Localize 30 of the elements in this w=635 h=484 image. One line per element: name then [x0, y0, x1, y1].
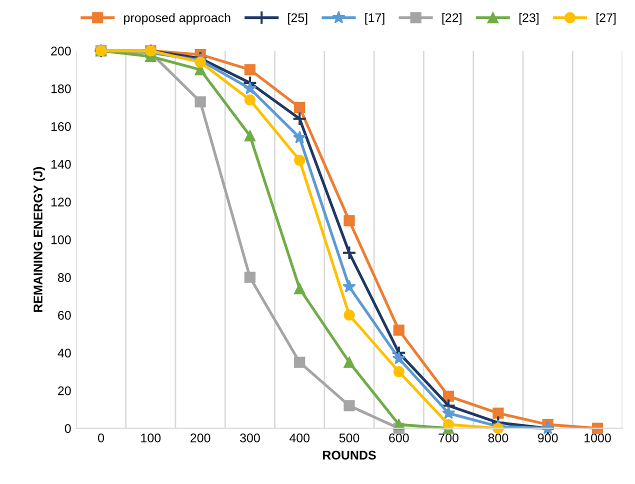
- y-tick-label: 0: [64, 424, 71, 433]
- y-axis-title: REMAINING ENERGY (J): [33, 167, 45, 312]
- y-tick-label: 20: [58, 386, 71, 396]
- legend-label: [17]: [365, 12, 384, 25]
- y-tick-label: 60: [58, 310, 71, 320]
- x-tick-label: 800: [488, 434, 508, 442]
- x-tick-label: 200: [190, 434, 210, 442]
- y-tick-label: 120: [51, 198, 71, 206]
- legend-label: [27]: [596, 12, 616, 25]
- legend-label: [25]: [288, 12, 308, 25]
- y-tick-label: 100: [51, 235, 71, 244]
- x-tick-label: 100: [141, 434, 161, 442]
- y-tick-label: 180: [51, 84, 71, 94]
- x-tick-label: 0: [98, 434, 104, 442]
- x-axis-title: ROUNDS: [323, 450, 376, 460]
- y-tick-label: 140: [51, 160, 71, 169]
- x-tick-label: 500: [339, 434, 360, 442]
- x-tick-label: 900: [538, 434, 558, 442]
- legend-label: proposed approach: [124, 12, 230, 25]
- x-tick-label: 400: [289, 434, 310, 442]
- y-tick-label: 40: [58, 348, 71, 358]
- legend-label: [22]: [442, 12, 462, 25]
- x-tick-label: 700: [438, 434, 458, 442]
- x-tick-label: 1000: [584, 434, 611, 442]
- x-tick-label: 600: [389, 434, 409, 442]
- legend-label: [23]: [519, 12, 538, 25]
- x-tick-label: 300: [240, 434, 260, 442]
- y-tick-label: 160: [51, 122, 71, 131]
- y-tick-label: 200: [51, 46, 71, 56]
- y-tick-label: 80: [58, 273, 71, 282]
